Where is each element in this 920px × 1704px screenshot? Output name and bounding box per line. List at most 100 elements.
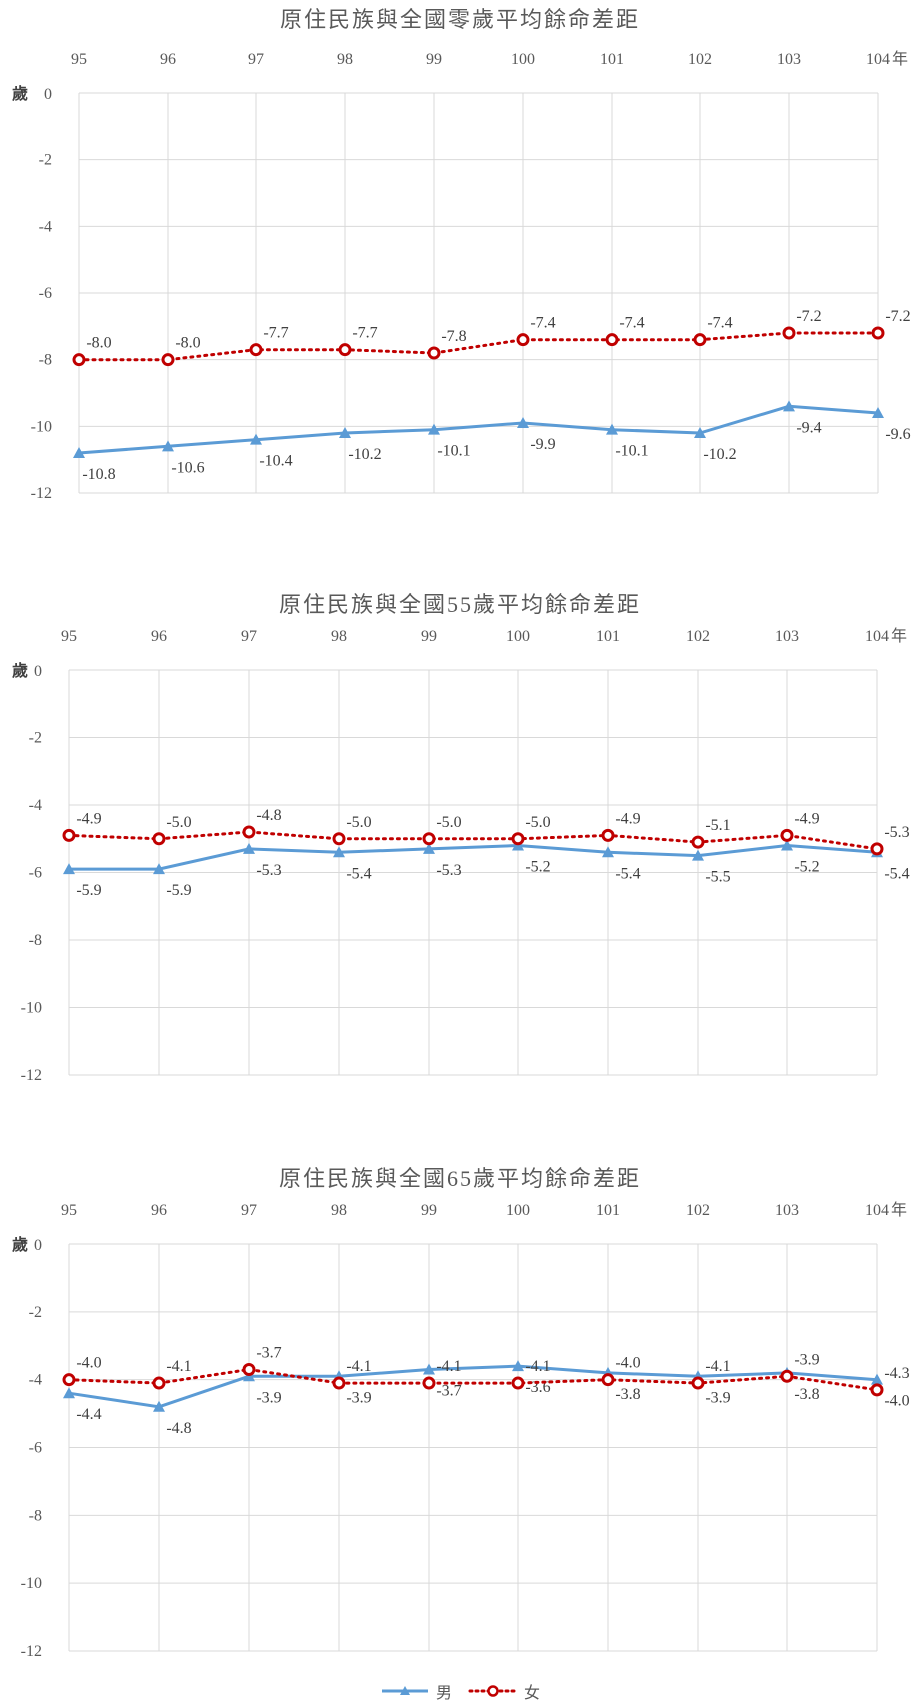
data-label-male: -9.9 xyxy=(530,436,555,453)
series-line-male xyxy=(69,843,878,871)
data-point-male xyxy=(333,846,345,858)
data-point-male xyxy=(162,440,174,452)
data-point-male xyxy=(694,427,706,438)
x-tick-label: 101 xyxy=(596,628,620,645)
data-point-male xyxy=(153,1400,165,1412)
data-label-male: -5.2 xyxy=(794,859,819,876)
data-point-female xyxy=(161,353,175,367)
data-label-male: -10.1 xyxy=(437,443,470,460)
data-point-male xyxy=(512,1360,524,1372)
y-axis-unit: 歲 xyxy=(12,1235,28,1254)
y-tick-label: -10 xyxy=(21,1575,42,1592)
data-point-male xyxy=(606,423,618,435)
data-label-female: -5.0 xyxy=(346,814,371,831)
series-line-female xyxy=(67,830,879,851)
data-label-female: -7.2 xyxy=(885,308,910,325)
data-label-female: -7.2 xyxy=(796,308,821,325)
x-tick-label: 100 xyxy=(506,1202,530,1219)
data-label-female: -5.0 xyxy=(166,814,191,831)
data-point-male xyxy=(339,427,351,438)
x-tick-label: 96 xyxy=(151,1202,167,1219)
data-label-male: -3.8 xyxy=(615,1386,640,1403)
data-label-male: -10.2 xyxy=(703,446,736,463)
data-point-female xyxy=(601,1373,615,1387)
data-point-female xyxy=(511,832,525,846)
x-tick-label: 98 xyxy=(331,628,347,645)
data-label-male: -3.8 xyxy=(794,1386,819,1403)
data-label-male: -3.9 xyxy=(346,1389,371,1406)
data-label-male: -9.4 xyxy=(796,419,821,436)
legend-female-line-icon xyxy=(468,1685,518,1697)
data-point-female xyxy=(422,1376,436,1390)
data-point-male xyxy=(63,863,75,875)
y-tick-label: -4 xyxy=(39,218,52,235)
data-point-male xyxy=(872,407,884,418)
x-tick-label: 95 xyxy=(71,51,87,68)
data-point-female xyxy=(62,828,76,842)
data-label-male: -4.4 xyxy=(76,1406,101,1423)
data-point-female xyxy=(332,832,346,846)
y-tick-label: -2 xyxy=(29,730,42,747)
chart-title: 原住民族與全國55歲平均餘命差距 xyxy=(279,592,641,617)
data-point-female xyxy=(152,1376,166,1390)
x-tick-label: 99 xyxy=(421,1202,437,1219)
x-tick-label: 103 xyxy=(777,51,801,68)
x-tick-label: 96 xyxy=(151,628,167,645)
data-point-female xyxy=(338,343,352,357)
data-label-female: -5.0 xyxy=(525,814,550,831)
data-point-female xyxy=(691,1376,705,1390)
data-point-female xyxy=(693,333,707,347)
data-point-male xyxy=(153,863,165,875)
y-tick-label: -8 xyxy=(29,1507,42,1524)
x-tick-label: 103 xyxy=(775,628,799,645)
data-point-female xyxy=(511,1376,525,1390)
data-point-female xyxy=(242,1362,256,1376)
data-point-female xyxy=(691,835,705,849)
x-tick-label: 98 xyxy=(337,51,353,68)
x-tick-label: 102 xyxy=(686,1202,710,1219)
data-label-female: -5.0 xyxy=(436,814,461,831)
data-point-female xyxy=(249,343,263,357)
data-point-male xyxy=(423,842,435,854)
y-tick-label: 0 xyxy=(34,663,42,680)
x-axis-unit: 年 xyxy=(892,50,908,68)
data-label-male: -5.3 xyxy=(436,862,461,879)
data-label-female: -7.4 xyxy=(707,315,732,332)
data-label-female: -3.9 xyxy=(794,1351,819,1368)
x-tick-label: 99 xyxy=(426,51,442,68)
data-label-male: -5.3 xyxy=(256,862,281,879)
x-axis-unit: 年 xyxy=(891,627,907,645)
data-label-male: -5.9 xyxy=(76,882,101,899)
data-label-male: -3.9 xyxy=(256,1389,281,1406)
x-tick-label: 102 xyxy=(688,51,712,68)
x-tick-label: 99 xyxy=(421,628,437,645)
data-point-male xyxy=(250,433,262,445)
series-line-female xyxy=(67,1367,879,1392)
data-point-male xyxy=(602,846,614,858)
data-label-female: -4.1 xyxy=(436,1358,461,1375)
data-point-male xyxy=(63,1387,75,1399)
series-line-male xyxy=(78,404,879,455)
data-label-female: -8.0 xyxy=(86,335,111,352)
data-label-male: -3.7 xyxy=(436,1382,461,1399)
x-tick-label: 101 xyxy=(600,51,624,68)
x-tick-label: 96 xyxy=(160,51,176,68)
data-point-male xyxy=(781,839,793,851)
data-point-female xyxy=(782,326,796,340)
y-tick-label: -6 xyxy=(29,1440,42,1457)
y-tick-label: -12 xyxy=(31,485,52,502)
data-point-male xyxy=(428,423,440,435)
data-point-male xyxy=(692,849,704,861)
data-point-male xyxy=(871,1373,883,1385)
data-label-male: -10.6 xyxy=(171,459,204,476)
legend: 男 女 xyxy=(0,1678,920,1704)
legend-female-label: 女 xyxy=(524,1685,541,1702)
data-label-female: -4.1 xyxy=(166,1358,191,1375)
chart-2: 原住民族與全國55歲平均餘命差距 -2 -4 -6 -8 -10 -12 0歲 95 96 97 98… xyxy=(12,592,910,1084)
data-label-female: -4.3 xyxy=(884,1365,909,1382)
data-point-female xyxy=(605,333,619,347)
data-label-female: -7.8 xyxy=(441,328,466,345)
data-label-female: -4.0 xyxy=(615,1355,640,1372)
data-label-female: -7.7 xyxy=(352,325,377,342)
